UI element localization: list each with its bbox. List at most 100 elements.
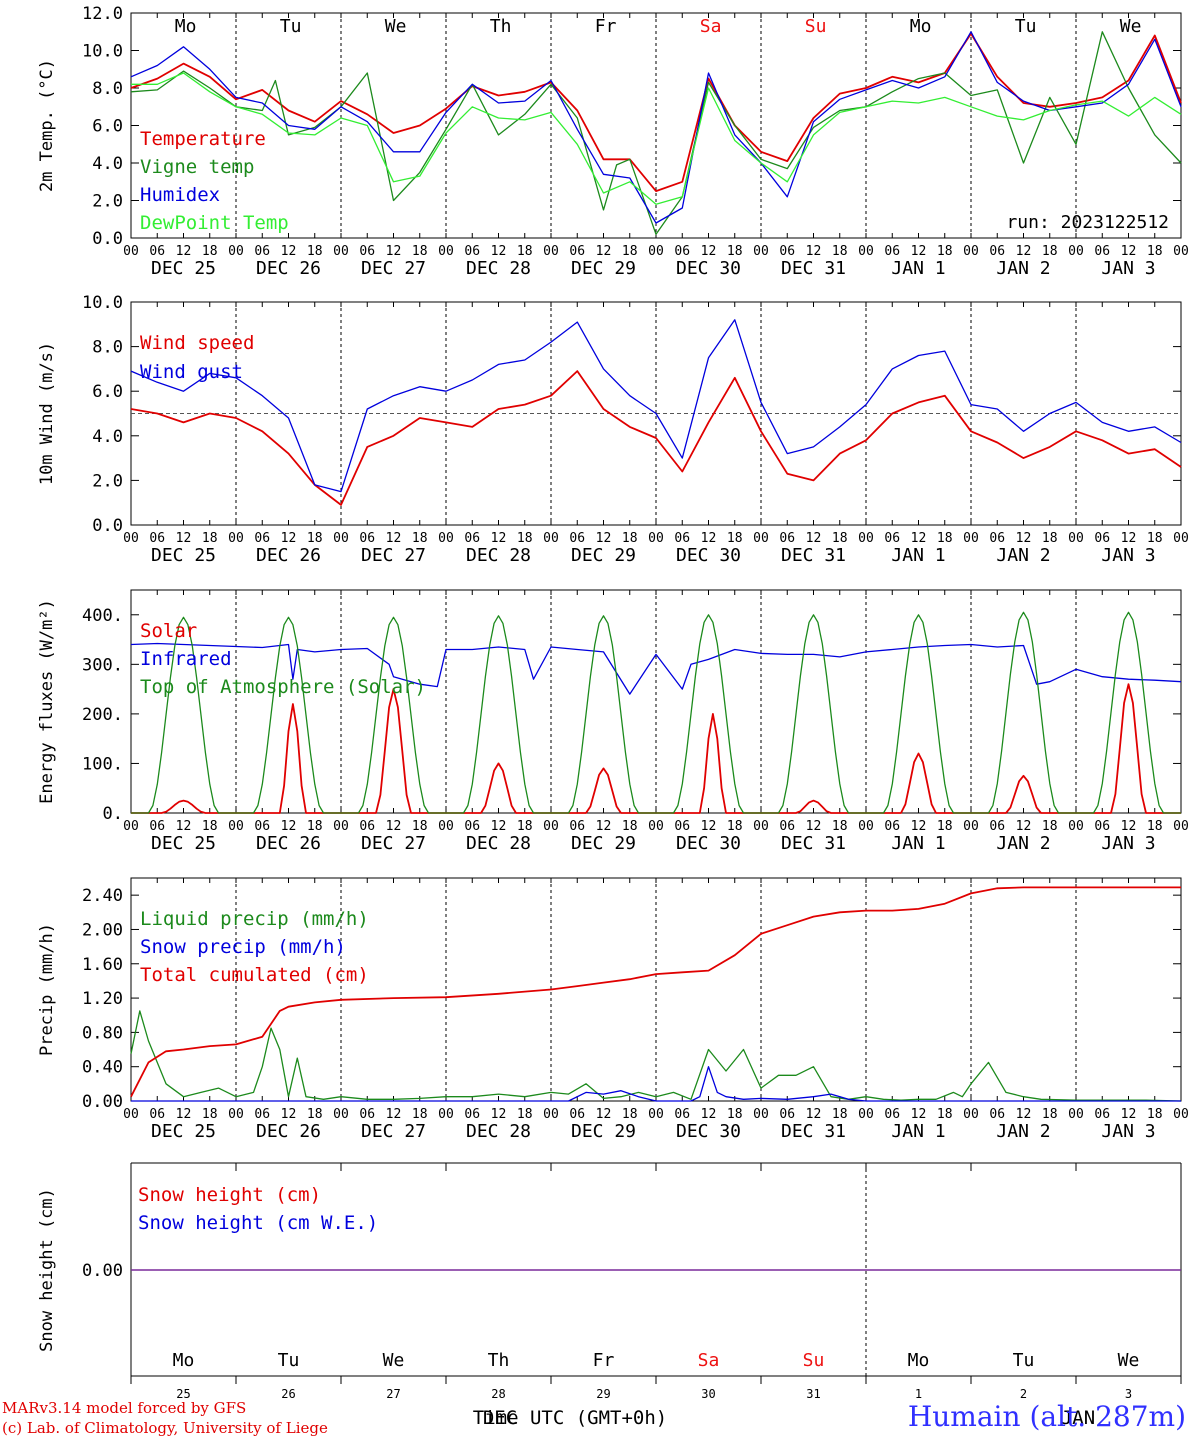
date-label: JAN 3 — [1101, 545, 1155, 566]
hour-tick-label: 06 — [779, 819, 795, 834]
hour-tick-label: 06 — [884, 819, 900, 834]
hour-tick-label: 06 — [569, 819, 585, 834]
hour-tick-label: 18 — [832, 819, 848, 834]
y-tick-label: 12.0 — [82, 4, 123, 24]
legend-entry: Humidex — [140, 184, 220, 206]
hour-tick-label: 06 — [149, 531, 165, 546]
lab-credit: (c) Lab. of Climatology, University of L… — [2, 1419, 328, 1437]
date-label: JAN 3 — [1101, 833, 1155, 854]
y-tick-label: 2.0 — [92, 192, 123, 212]
hour-tick-label: 06 — [464, 244, 480, 259]
hour-tick-label: 00 — [333, 244, 349, 259]
y-tick-label: 0.00 — [82, 1261, 123, 1281]
hour-tick-label: 12 — [1016, 244, 1032, 259]
weekday-label: We — [385, 16, 407, 37]
hour-tick-label: 12 — [491, 531, 507, 546]
panel-4: 00 06 12 18 00 06 12 18 00 06 12 18 00 06 12 18 00 06 12 18… — [37, 877, 1189, 1142]
weekday-label: Fr — [593, 1350, 615, 1371]
hour-tick-label: 00 — [1068, 531, 1084, 546]
y-tick-label: 10.0 — [82, 42, 123, 62]
date-label: DEC 30 — [676, 258, 741, 279]
hour-tick-label: 06 — [989, 1107, 1005, 1122]
hour-tick-label: 18 — [307, 1107, 323, 1122]
hour-tick-label: 06 — [1094, 531, 1110, 546]
y-tick-label: 0.80 — [82, 1023, 123, 1043]
y-tick-label: 10.0 — [82, 293, 123, 313]
y-tick-label: 2.0 — [92, 471, 123, 491]
hour-tick-label: 00 — [123, 1107, 139, 1122]
hour-tick-label: 12 — [176, 244, 192, 259]
panel-1: 00 06 12 18 00 06 12 18 00 06 12 18 00 06 12 18 00 06 12 18… — [37, 4, 1189, 279]
hour-tick-label: 18 — [307, 819, 323, 834]
day-number-label: 31 — [806, 1387, 820, 1401]
y-tick-label: 300. — [82, 655, 123, 675]
hour-tick-label: 18 — [937, 531, 953, 546]
hour-tick-label: 06 — [464, 1107, 480, 1122]
hour-tick-label: 06 — [464, 531, 480, 546]
hour-tick-label: 12 — [386, 1107, 402, 1122]
hour-tick-label: 12 — [491, 819, 507, 834]
date-label: DEC 28 — [466, 258, 531, 279]
hour-tick-label: 12 — [281, 1107, 297, 1122]
hour-tick-label: 06 — [359, 1107, 375, 1122]
hour-tick-label: 18 — [517, 244, 533, 259]
hour-tick-label: 12 — [806, 531, 822, 546]
date-label: JAN 2 — [996, 258, 1050, 279]
hour-tick-label: 12 — [701, 531, 717, 546]
hour-tick-label: 00 — [648, 531, 664, 546]
hour-tick-label: 06 — [149, 244, 165, 259]
hour-tick-label: 12 — [1016, 1107, 1032, 1122]
y-tick-label: 8.0 — [92, 79, 123, 99]
hour-tick-label: 18 — [202, 531, 218, 546]
day-number-label: 3 — [1125, 1387, 1132, 1401]
hour-tick-label: 18 — [622, 531, 638, 546]
y-tick-label: 0. — [103, 804, 123, 824]
hour-tick-label: 00 — [1173, 819, 1189, 834]
hour-tick-label: 12 — [806, 819, 822, 834]
hour-tick-label: 06 — [1094, 819, 1110, 834]
date-label: JAN 1 — [891, 258, 945, 279]
hour-tick-label: 12 — [596, 531, 612, 546]
date-label: JAN 1 — [891, 1121, 945, 1142]
date-label: JAN 2 — [996, 1121, 1050, 1142]
date-label: DEC 25 — [151, 258, 216, 279]
hour-tick-label: 06 — [1094, 1107, 1110, 1122]
series-line — [130, 1010, 1182, 1102]
hour-tick-label: 18 — [727, 531, 743, 546]
y-tick-label: 0.40 — [82, 1058, 123, 1078]
hour-tick-label: 18 — [1042, 819, 1058, 834]
date-label: DEC 25 — [151, 1121, 216, 1142]
hour-tick-label: 00 — [963, 1107, 979, 1122]
day-number-label: 2 — [1020, 1387, 1027, 1401]
hour-tick-label: 06 — [779, 1107, 795, 1122]
hour-tick-label: 18 — [412, 531, 428, 546]
plot-frame — [130, 589, 1182, 814]
hour-tick-label: 12 — [176, 531, 192, 546]
hour-tick-label: 00 — [228, 244, 244, 259]
hour-tick-label: 06 — [569, 1107, 585, 1122]
y-tick-label: 1.60 — [82, 955, 123, 975]
date-label: DEC 30 — [676, 1121, 741, 1142]
hour-tick-label: 18 — [1042, 1107, 1058, 1122]
panel-3: 00 06 12 18 00 06 12 18 00 06 12 18 00 06 12 18 00 06 12 18… — [37, 589, 1189, 854]
weekday-label: Tu — [1015, 16, 1037, 37]
weekday-label: Su — [803, 1350, 825, 1371]
weekday-label: Fr — [595, 16, 617, 37]
hour-tick-label: 06 — [254, 531, 270, 546]
weekday-label: Sa — [698, 1350, 720, 1371]
hour-tick-label: 18 — [727, 819, 743, 834]
hour-tick-label: 06 — [674, 244, 690, 259]
hour-tick-label: 12 — [806, 244, 822, 259]
hour-tick-label: 00 — [1173, 1107, 1189, 1122]
date-label: JAN 2 — [996, 833, 1050, 854]
series-line — [131, 611, 1181, 814]
weekday-label: Th — [490, 16, 512, 37]
hour-tick-label: 00 — [858, 1107, 874, 1122]
hour-tick-label: 18 — [622, 1107, 638, 1122]
hour-tick-label: 00 — [1173, 244, 1189, 259]
weekday-label: Tu — [280, 16, 302, 37]
hour-tick-label: 12 — [911, 819, 927, 834]
hour-tick-label: 06 — [989, 819, 1005, 834]
date-label: DEC 31 — [781, 258, 846, 279]
series-line — [130, 886, 1181, 1098]
